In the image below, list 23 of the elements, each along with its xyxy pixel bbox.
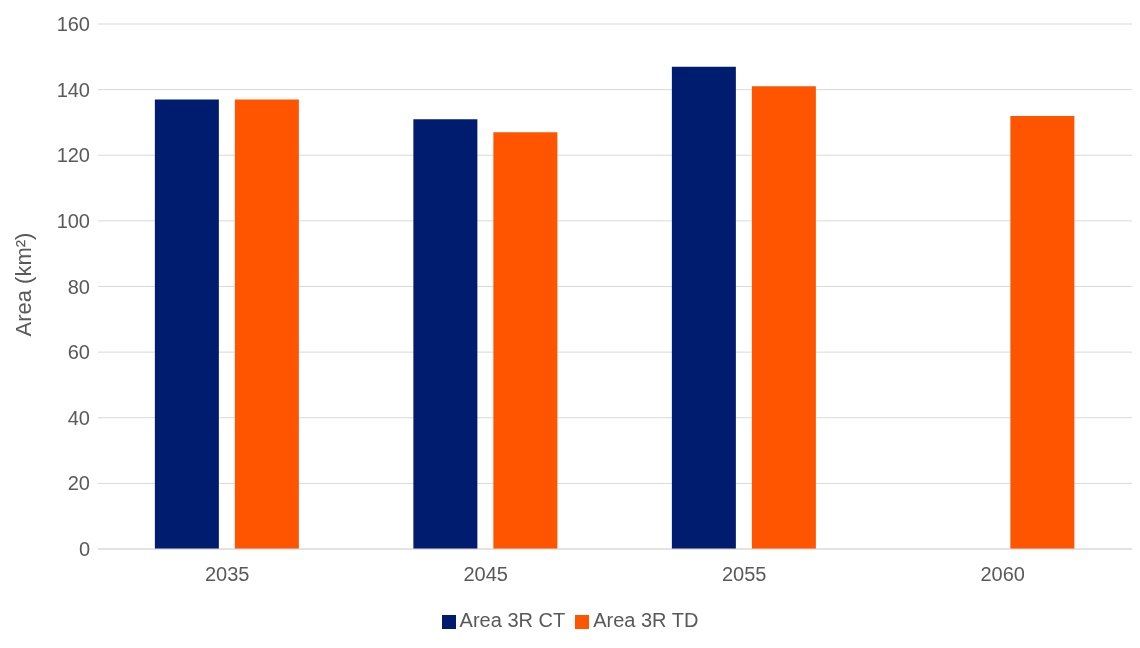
bar [671, 66, 736, 549]
bar [1010, 115, 1075, 549]
bar [154, 99, 219, 549]
x-tick-label: 2035 [205, 563, 250, 586]
y-tick-label: 40 [67, 406, 90, 429]
y-tick-label: 0 [78, 538, 90, 561]
y-tick-label: 20 [67, 472, 90, 495]
y-tick-label: 120 [56, 144, 90, 167]
bar [751, 86, 816, 549]
legend-label: Area 3R CT [459, 609, 566, 631]
y-tick-label: 60 [67, 341, 90, 364]
x-tick-label: 2045 [463, 563, 508, 586]
y-tick-label: 140 [56, 78, 90, 101]
y-axis-title: Area (km²) [10, 232, 36, 337]
bar [493, 132, 558, 549]
y-tick-label: 160 [56, 13, 90, 36]
y-tick-label: 100 [56, 209, 90, 232]
bar [413, 119, 478, 549]
y-tick-label: 80 [67, 275, 90, 298]
x-tick-label: 2060 [980, 563, 1025, 586]
bar [234, 99, 299, 549]
legend-label: Area 3R TD [593, 609, 699, 631]
x-tick-label: 2055 [722, 563, 767, 586]
